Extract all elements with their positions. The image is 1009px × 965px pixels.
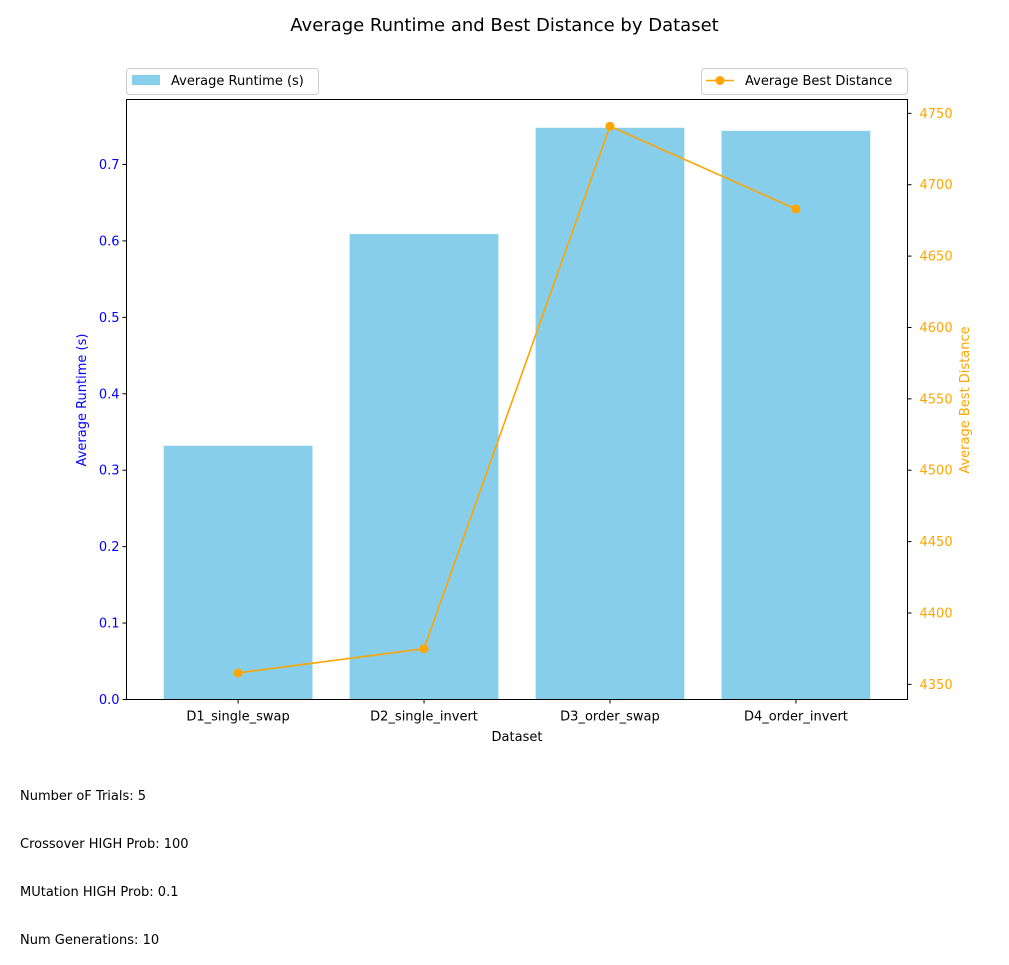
dual-axis-chart: Average Runtime and Best Distance by Dat… [75, 15, 973, 745]
x-tick-label: D1_single_swap [186, 710, 289, 725]
note-generations: Num Generations: 10 [20, 933, 160, 948]
distance-line [237, 125, 797, 674]
right-tick-label: 4500 [920, 464, 953, 479]
note-mutation: MUtation HIGH Prob: 0.1 [20, 885, 179, 900]
left-tick-label: 0.6 [99, 234, 120, 249]
x-tick-label: D3_order_swap [560, 710, 660, 725]
left-axis-ticks: 0.0 0.1 0.2 0.3 0.4 0.5 0.6 0.7 [99, 158, 127, 708]
bar-D4_order_invert [721, 130, 871, 700]
right-tick-label: 4350 [920, 678, 953, 693]
plot-frame [126, 99, 908, 700]
right-tick-label: 4550 [920, 392, 953, 407]
legend-runtime-box [126, 68, 319, 95]
right-tick-label: 4400 [920, 606, 953, 621]
right-axis-ticks: 4350 4400 4450 4500 4550 4600 4650 4700 4750 [907, 107, 953, 693]
bar-D2_single_invert [349, 234, 499, 700]
chart-title: Average Runtime and Best Distance by Dat… [290, 15, 718, 36]
left-tick-label: 0.4 [99, 387, 120, 402]
left-tick-label: 0.1 [99, 617, 120, 632]
x-tick-label: D4_order_invert [744, 710, 848, 725]
x-axis-label: Dataset [492, 730, 543, 745]
x-axis-ticks: D1_single_swap D2_single_invert D3_order_s… [186, 699, 848, 725]
legend-distance-marker [715, 76, 725, 85]
left-tick-label: 0.3 [99, 464, 120, 479]
legend-distance-label: Average Best Distance [745, 74, 892, 89]
left-axis-label: Average Runtime (s) [75, 334, 90, 467]
legend-distance: Average Best Distance [701, 68, 908, 95]
distance-point-D4_order_invert [791, 204, 801, 214]
distance-point-D1_single_swap [233, 668, 243, 678]
right-tick-label: 4750 [920, 107, 953, 122]
legend-runtime-swatch [132, 75, 160, 85]
left-tick-label: 0.0 [99, 693, 120, 708]
bar-D3_order_swap [535, 127, 685, 700]
legend-runtime: Average Runtime (s) [126, 68, 319, 95]
right-axis-label: Average Best Distance [958, 326, 973, 473]
right-tick-label: 4600 [920, 321, 953, 336]
distance-point-D3_order_swap [605, 121, 615, 131]
right-tick-label: 4650 [920, 250, 953, 265]
run-parameters-notes: Number oF Trials: 5 Crossover HIGH Prob:… [20, 757, 189, 965]
legend-distance-box [701, 68, 908, 95]
left-tick-label: 0.2 [99, 540, 120, 555]
note-crossover: Crossover HIGH Prob: 100 [20, 837, 189, 852]
bar-D1_single_swap [163, 445, 313, 700]
left-tick-label: 0.7 [99, 158, 120, 173]
right-tick-label: 4450 [920, 535, 953, 550]
x-tick-label: D2_single_invert [370, 710, 478, 725]
bars-layer [163, 127, 871, 700]
line-layer [233, 121, 801, 678]
right-tick-label: 4700 [920, 178, 953, 193]
left-tick-label: 0.5 [99, 311, 120, 326]
distance-point-D2_single_invert [419, 644, 429, 654]
note-trials: Number oF Trials: 5 [20, 789, 147, 804]
legend-runtime-label: Average Runtime (s) [171, 74, 304, 89]
